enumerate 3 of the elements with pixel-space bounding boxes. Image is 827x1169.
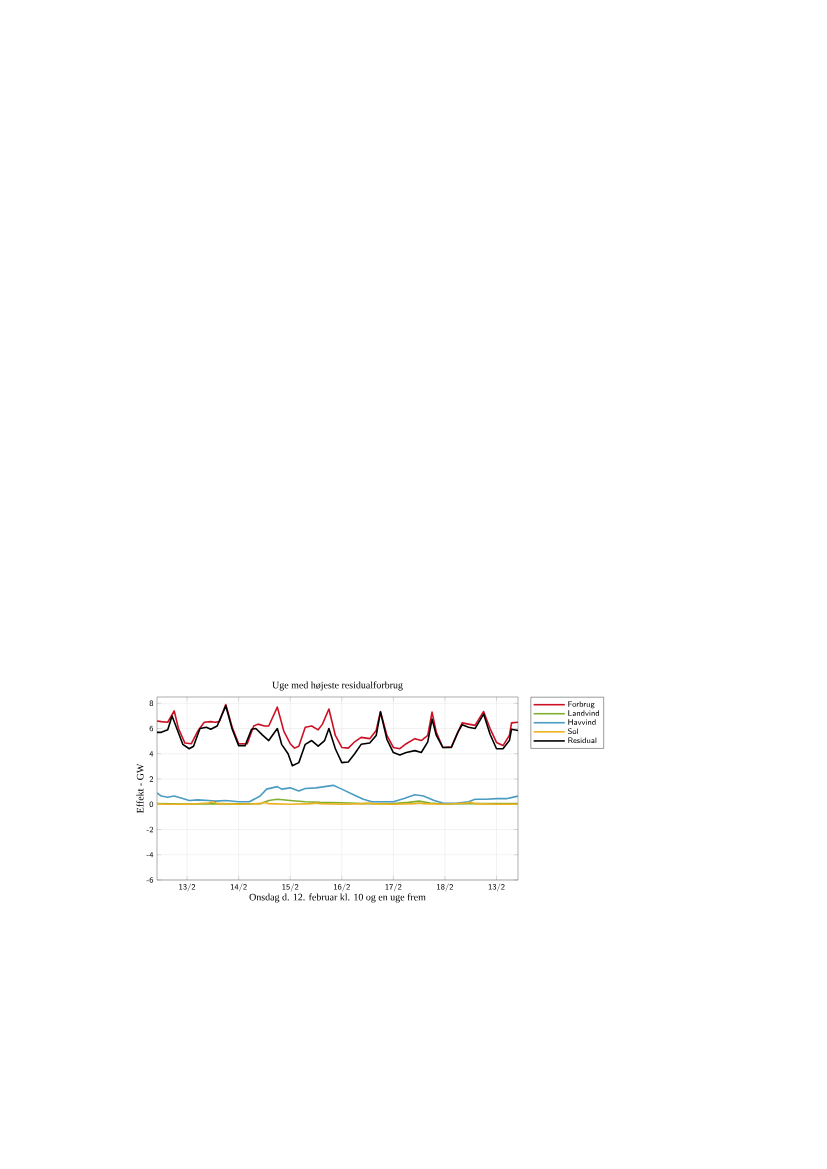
y-axis-title: Effekt - GW <box>136 763 144 814</box>
chart-title: Uge med højeste residualforbrug <box>272 681 403 691</box>
x-axis-title: Onsdag d. 12. februar kl. 10 og en uge frem <box>249 893 426 903</box>
